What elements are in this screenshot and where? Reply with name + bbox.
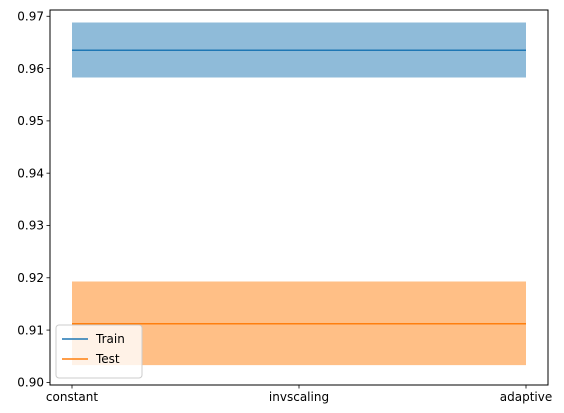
legend-label-train: Train (95, 332, 125, 346)
y-tick-label: 0.90 (17, 376, 44, 390)
x-tick-label: invscaling (269, 390, 329, 404)
x-tick-label: constant (46, 390, 98, 404)
y-tick-label: 0.96 (17, 62, 44, 76)
y-tick-label: 0.91 (17, 323, 44, 337)
x-tick-label: adaptive (500, 390, 552, 404)
legend-label-test: Test (95, 352, 120, 366)
y-axis: 0.90 0.91 0.92 0.93 0.94 0.95 0.96 0.97 (17, 9, 50, 390)
y-tick-label: 0.92 (17, 271, 44, 285)
series-lines (72, 49, 526, 325)
confidence-bands (72, 22, 526, 366)
y-tick-label: 0.97 (17, 9, 44, 23)
y-tick-label: 0.95 (17, 114, 44, 128)
y-tick-label: 0.93 (17, 219, 44, 233)
x-axis: constant invscaling adaptive (46, 385, 552, 404)
y-tick-label: 0.94 (17, 166, 44, 180)
legend: Train Test (55, 324, 143, 379)
